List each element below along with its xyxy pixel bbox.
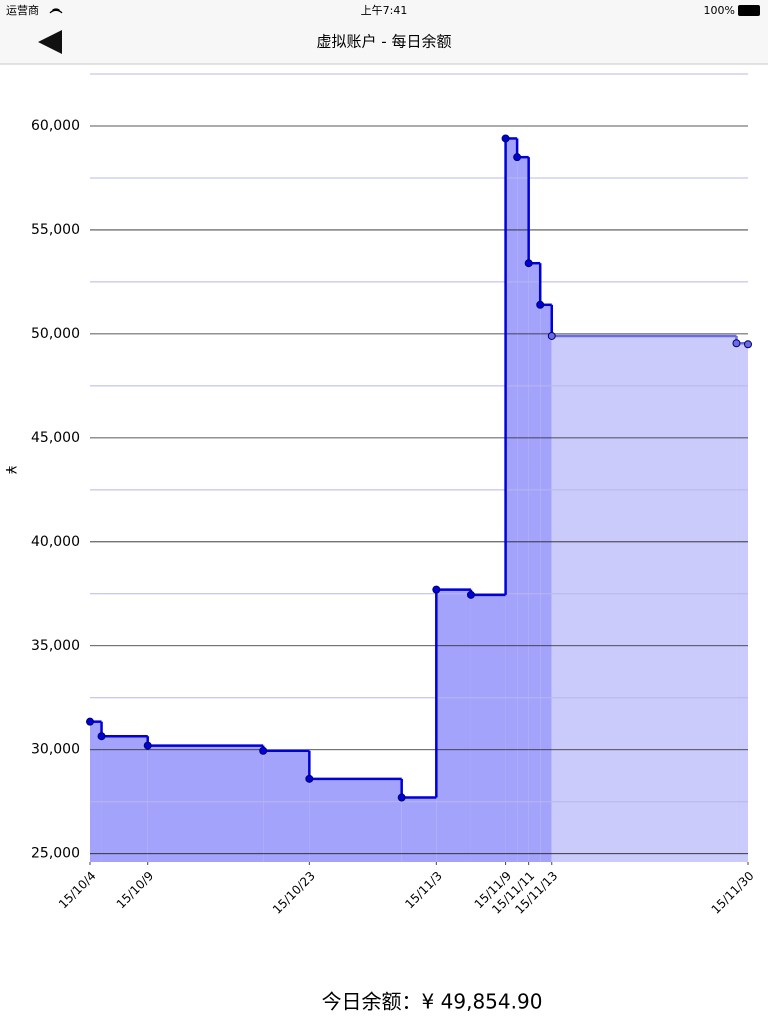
area-segment [551, 335, 737, 862]
y-tick-label: 45,000 [31, 430, 80, 446]
area-segment [309, 778, 402, 862]
area-segment [517, 157, 529, 862]
y-tick-label: 30,000 [31, 742, 80, 758]
y-axis-label: ¥ [2, 466, 18, 475]
data-point [466, 590, 475, 599]
area-segment [540, 304, 552, 863]
nav-title: 虚拟账户 - 每日余额 [317, 33, 452, 51]
x-tick-label: 15/10/4 [56, 869, 99, 912]
battery-level: 100% [704, 4, 735, 17]
data-point [397, 793, 406, 802]
data-point [524, 259, 533, 268]
x-tick-label: 15/10/9 [114, 869, 157, 912]
data-point [305, 774, 314, 783]
data-point [513, 153, 522, 162]
data-point [732, 339, 741, 348]
data-point [501, 134, 510, 143]
plot: 25,000 30,000 35,000 40,000 45,000 50,000 55,0… [31, 73, 757, 917]
area-segment [90, 721, 102, 862]
area-segment [101, 736, 148, 862]
x-tick-label: 15/11/30 [709, 869, 757, 917]
area-segment [147, 745, 264, 862]
area-segment [401, 797, 437, 862]
data-point [86, 717, 94, 726]
data-point [536, 300, 545, 309]
data-point [432, 585, 441, 594]
y-tick-label: 60,000 [31, 118, 80, 134]
battery-icon [738, 5, 760, 16]
balance-text: 今日余额：¥ 49,854.90 [322, 990, 543, 1014]
clock: 上午7:41 [361, 4, 408, 17]
wifi-icon [49, 8, 63, 14]
dots [86, 134, 752, 802]
x-tick-label: 15/10/23 [270, 869, 318, 917]
y-tick-label: 55,000 [31, 222, 80, 238]
carrier: 运营商 [6, 3, 39, 17]
areas [90, 138, 748, 863]
area-segment [505, 138, 518, 862]
data-point [143, 741, 152, 750]
data-point [744, 340, 752, 349]
area-segment [263, 750, 310, 862]
back-button[interactable] [38, 30, 62, 54]
x-tick-label: 15/11/3 [402, 869, 445, 912]
y-tick-label: 40,000 [31, 534, 80, 550]
area-segment [528, 263, 541, 863]
data-point [97, 732, 106, 741]
area-segment [436, 589, 471, 862]
area-segment [736, 343, 748, 862]
data-point [259, 746, 268, 755]
y-tick-label: 35,000 [31, 638, 80, 654]
top-bar [0, 0, 768, 64]
data-point [547, 331, 556, 340]
y-tick-label: 25,000 [31, 846, 80, 862]
y-tick-label: 50,000 [31, 326, 80, 342]
area-segment [470, 594, 506, 862]
